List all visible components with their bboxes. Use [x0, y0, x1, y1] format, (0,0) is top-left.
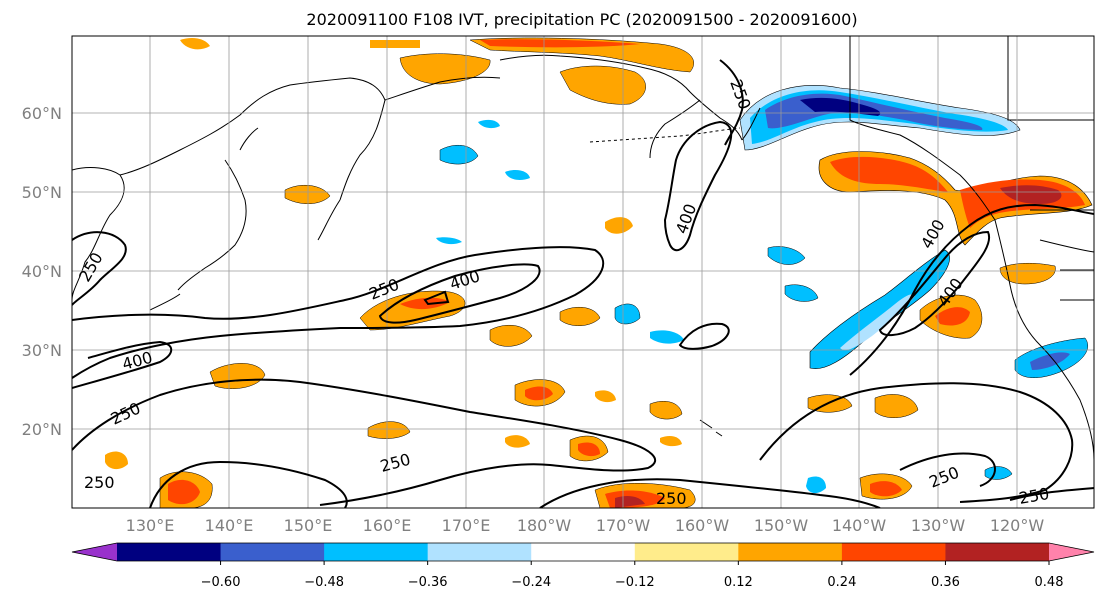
colorbar-segment — [634, 543, 739, 561]
colorbar-segment — [324, 543, 429, 561]
colorbar-tick-label: −0.12 — [615, 575, 655, 590]
contour-label: 250 — [656, 489, 687, 508]
lon-label: 160°E — [363, 516, 412, 535]
colorbar-segment — [531, 543, 636, 561]
colorbar — [71, 542, 1095, 562]
contour-label: 250 — [84, 473, 115, 492]
coastlines — [72, 36, 1094, 461]
lon-label: 140°E — [205, 516, 254, 535]
colorbar-outline — [71, 542, 1095, 562]
lon-label: 130°E — [126, 516, 175, 535]
lat-label: 30°N — [22, 341, 62, 360]
lat-label: 40°N — [22, 262, 62, 281]
longitude-labels: 130°E 140°E 150°E 160°E 170°E 180°W 170°… — [126, 516, 1045, 535]
colorbar-tick-label: −0.48 — [304, 575, 344, 590]
map-frame — [71, 35, 1095, 509]
colorbar-tick-labels: −0.60 −0.48 −0.36 −0.24 −0.12 0.12 0.24 0.36 0.4… — [201, 561, 1064, 590]
colorbar-segment — [841, 543, 946, 561]
lon-label: 170°E — [442, 516, 491, 535]
colorbar-tick-label: 0.36 — [931, 575, 960, 590]
lat-label: 50°N — [22, 183, 62, 202]
lon-label: 140°W — [832, 516, 887, 535]
map-panel: 250 250 400 400 250 400 250 250 250 400 … — [72, 36, 1094, 508]
colorbar-segment — [738, 543, 843, 561]
lat-label: 60°N — [22, 104, 62, 123]
lon-label: 160°W — [675, 516, 730, 535]
colorbar-segment — [220, 543, 325, 561]
lon-label: 180°W — [517, 516, 572, 535]
colorbar-segment — [945, 543, 1050, 561]
latitude-labels: 60°N 50°N 40°N 30°N 20°N — [22, 104, 62, 439]
lon-label: 120°W — [990, 516, 1045, 535]
colorbar-extend-low — [72, 543, 117, 561]
lat-label: 20°N — [22, 420, 62, 439]
colorbar-tick-label: 0.24 — [827, 575, 856, 590]
colorbar-segment — [117, 543, 222, 561]
colorbar-extend-high — [1049, 543, 1094, 561]
colorbar-tick-label: 0.48 — [1035, 575, 1064, 590]
colorbar-tick-label: 0.12 — [724, 575, 753, 590]
colorbar-tick-label: −0.36 — [408, 575, 448, 590]
lon-label: 170°W — [596, 516, 651, 535]
colorbar-segment — [427, 543, 532, 561]
colorbar-tick-label: −0.24 — [511, 575, 551, 590]
ivt-contours — [72, 59, 1094, 508]
colorbar-tick-label: −0.60 — [201, 575, 241, 590]
lon-label: 150°W — [754, 516, 809, 535]
map-title: 2020091100 F108 IVT, precipitation PC (2… — [306, 10, 857, 29]
lon-label: 150°E — [284, 516, 333, 535]
graticule — [72, 36, 1094, 508]
lon-label: 130°W — [911, 516, 966, 535]
